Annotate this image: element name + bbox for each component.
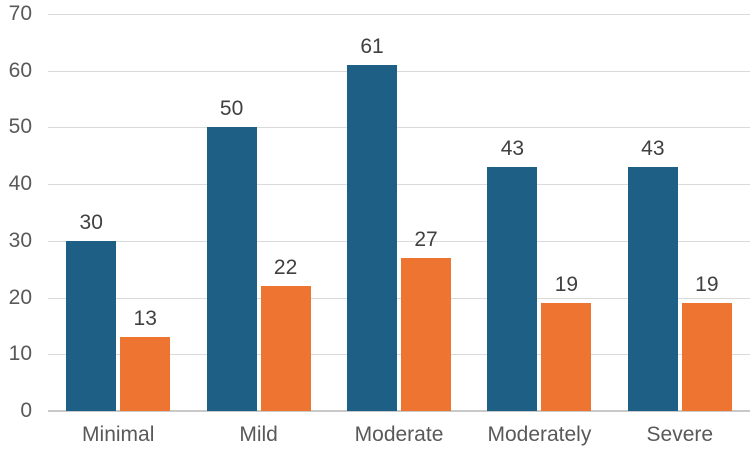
series-blue-bar: 43	[627, 137, 678, 411]
bar-group: 50 22	[188, 14, 328, 411]
y-tick-label: 0	[20, 399, 32, 422]
value-label: 43	[500, 137, 525, 161]
series-blue-bar: 61	[347, 35, 398, 411]
series-blue-bar: 50	[206, 97, 257, 411]
gridline	[48, 127, 750, 129]
category-label: Moderate	[354, 423, 444, 446]
x-axis-line	[48, 410, 750, 412]
gridline	[48, 354, 750, 356]
bar-group: 43 19	[610, 14, 750, 411]
value-label: 19	[554, 273, 579, 297]
bar-group: 43 19	[469, 14, 609, 411]
y-tick-label: 30	[8, 228, 32, 252]
value-label: 30	[79, 210, 103, 234]
y-tick-label: 10	[8, 342, 32, 366]
value-label: 13	[133, 307, 157, 331]
value-label: 43	[641, 137, 665, 161]
gridline	[48, 70, 750, 72]
value-label: 27	[414, 227, 438, 251]
bar-groups: 30 13 50 22 61 27 43 19 43 19	[48, 14, 750, 411]
value-label: 50	[219, 97, 244, 121]
series-blue-bar: 30	[66, 211, 117, 411]
category-label: Mild	[239, 423, 278, 446]
series-orange-bar: 19	[681, 273, 732, 411]
series-orange-bar: 19	[541, 273, 592, 411]
gridline	[48, 297, 750, 299]
value-label: 61	[360, 35, 384, 59]
y-tick-label: 60	[8, 58, 32, 82]
category-label: Minimal	[82, 423, 155, 446]
plot-area: 30 13 50 22 61 27 43 19 43 19	[48, 14, 750, 412]
series-blue-bar: 43	[487, 137, 538, 411]
category-label: Moderately	[487, 423, 592, 446]
category-label: Severe	[646, 423, 714, 446]
series-orange-bar: 13	[120, 307, 171, 411]
y-tick-label: 20	[8, 285, 32, 309]
y-tick-label: 40	[8, 172, 32, 196]
gridline	[48, 14, 750, 15]
value-label: 19	[695, 273, 719, 297]
series-orange-bar: 22	[260, 256, 311, 411]
bar-group: 61 27	[329, 14, 469, 411]
bar-group: 30 13	[48, 14, 188, 411]
gridlines	[48, 14, 750, 412]
gridline	[48, 240, 750, 242]
value-label: 22	[273, 256, 298, 280]
x-axis: Minimal Mild Moderate Moderately Severe	[48, 423, 750, 447]
series-orange-bar: 27	[401, 228, 452, 411]
y-tick-label: 50	[8, 115, 32, 139]
gridline	[48, 184, 750, 186]
y-axis: 0 10 20 30 40 50 60 70	[0, 0, 34, 456]
y-tick-label: 70	[8, 2, 32, 25]
